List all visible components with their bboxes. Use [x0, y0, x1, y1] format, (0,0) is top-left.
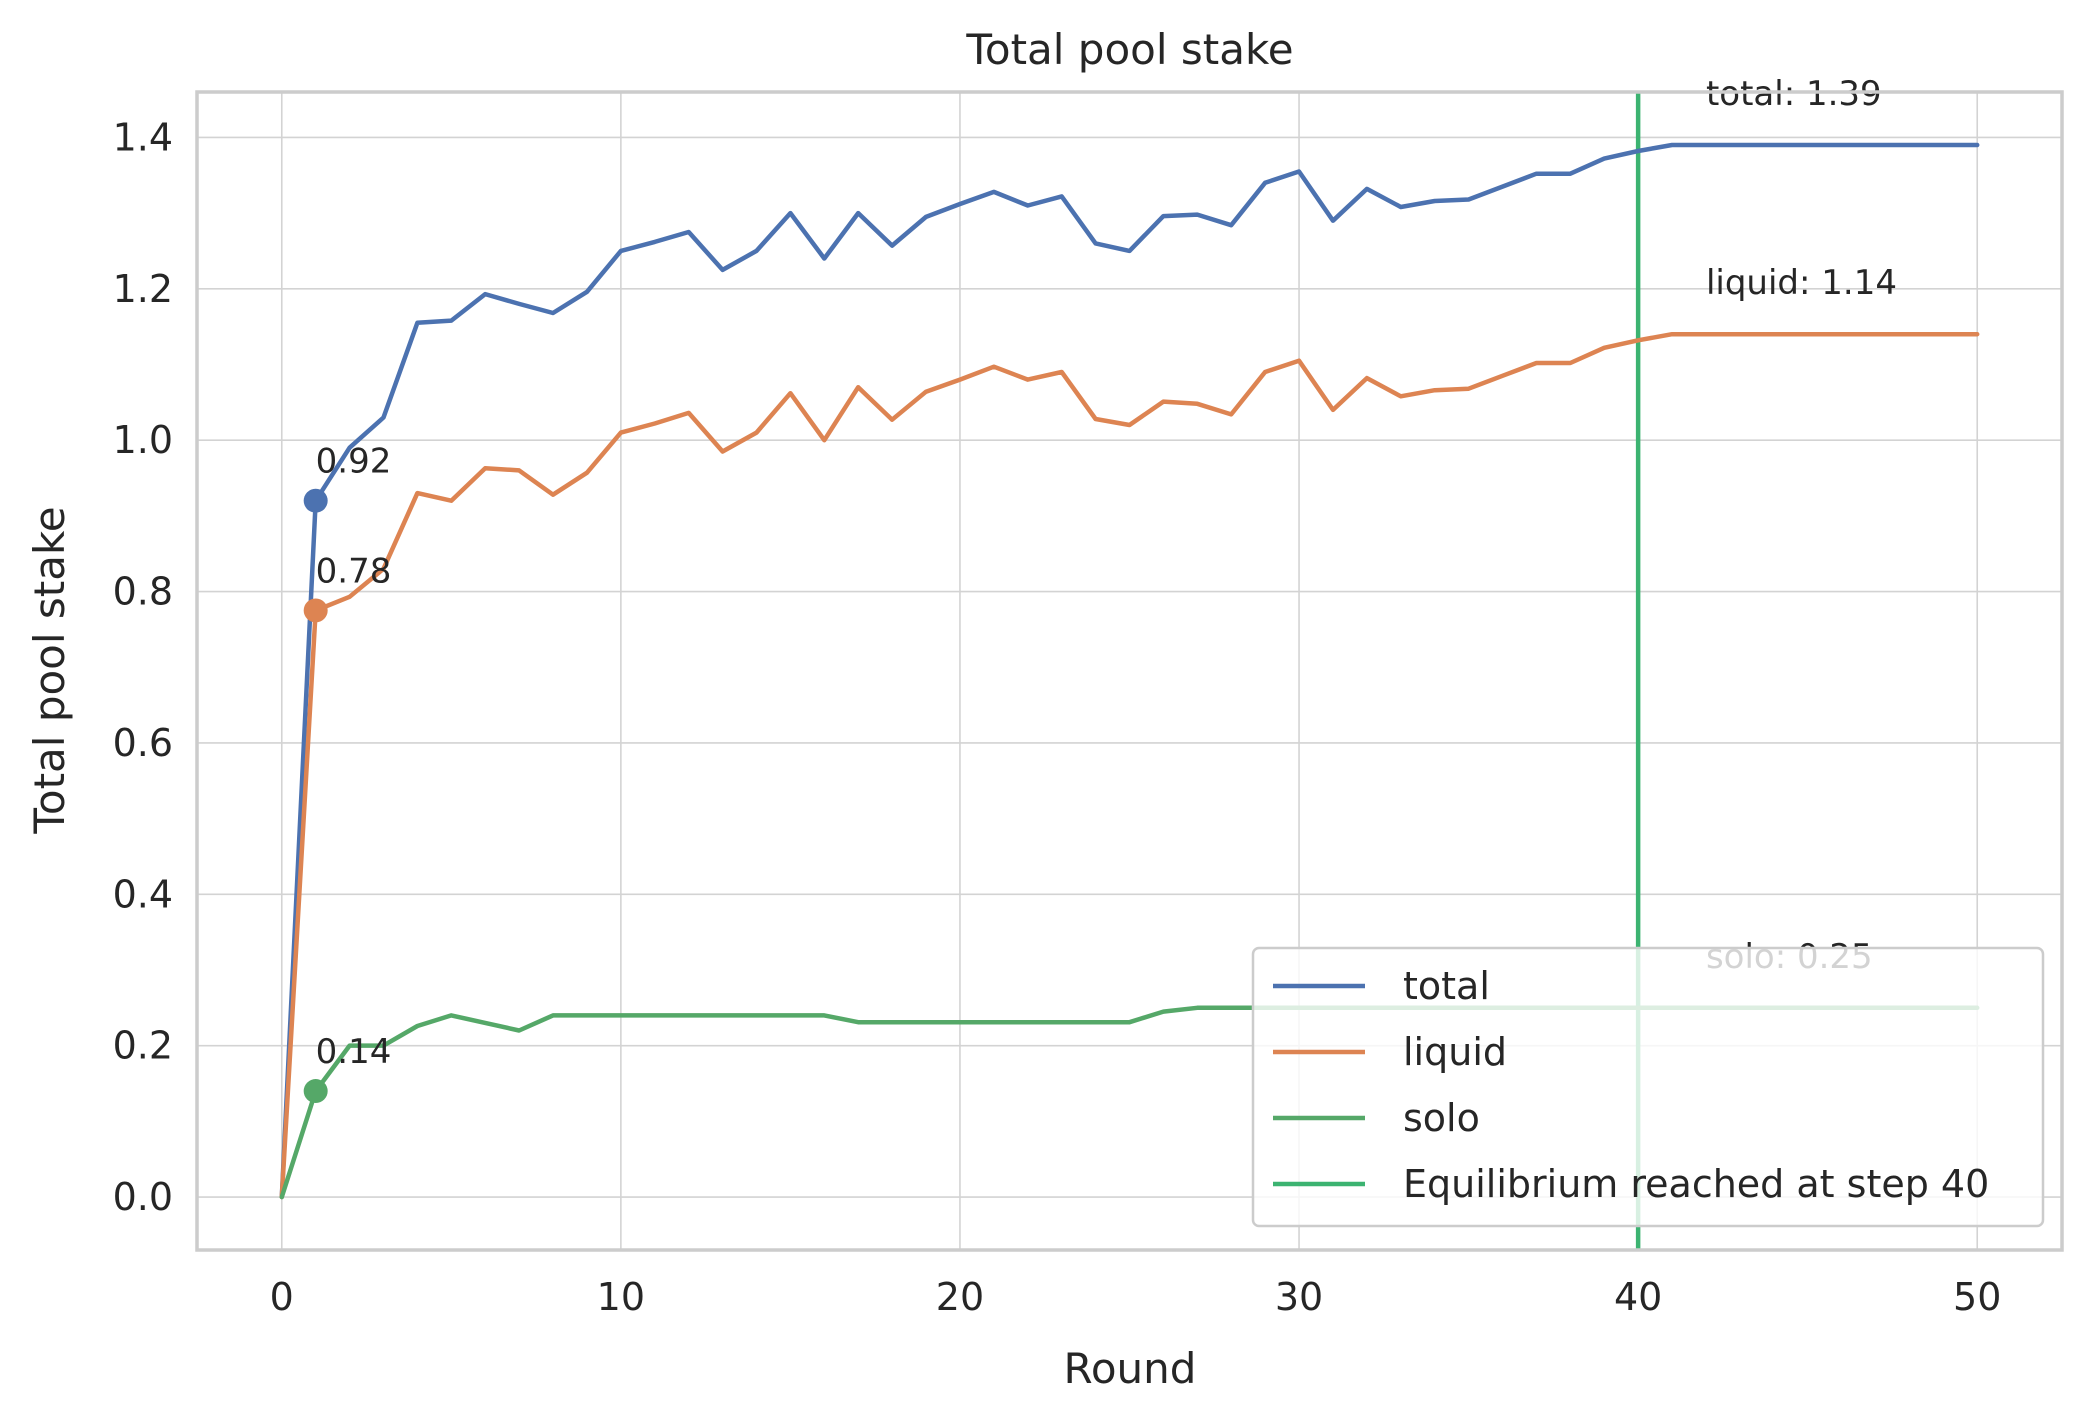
legend-label: solo — [1403, 1096, 1480, 1140]
x-tick-label: 10 — [597, 1275, 645, 1319]
y-tick-label: 0.2 — [113, 1024, 173, 1068]
chart-title: Total pool stake — [965, 25, 1293, 74]
x-tick-label: 50 — [1953, 1275, 2001, 1319]
y-tick-label: 0.0 — [113, 1175, 173, 1219]
y-axis-label: Total pool stake — [25, 506, 74, 834]
point-value-label: 0.14 — [316, 1032, 392, 1072]
plot-frame — [195, 90, 2064, 1252]
legend: total liquid solo Equilibrium reached at st… — [1251, 946, 2045, 1228]
x-axis-label: Round — [1064, 1344, 1197, 1393]
series-line-liquid — [279, 331, 1980, 1200]
grid-lines — [197, 92, 2062, 1250]
point-marker — [303, 598, 328, 623]
legend-label: total — [1403, 964, 1490, 1008]
y-tick-label: 1.4 — [113, 115, 173, 159]
legend-label: liquid — [1403, 1030, 1507, 1074]
x-tick-label: 20 — [936, 1275, 984, 1319]
x-tick-label: 40 — [1614, 1275, 1662, 1319]
y-tick-label: 0.4 — [113, 872, 173, 916]
point-marker — [303, 1079, 328, 1104]
y-tick-label: 0.8 — [113, 570, 173, 614]
y-tick-label: 0.6 — [113, 721, 173, 765]
legend-box — [1251, 946, 2045, 1228]
y-axis-ticks: 0.0 0.2 0.4 0.6 0.8 1.0 1.2 1.4 — [113, 115, 173, 1219]
point-markers — [303, 488, 328, 1104]
end-value-label: liquid: 1.14 — [1706, 263, 1897, 303]
point-value-label: 0.92 — [316, 442, 392, 482]
legend-label: Equilibrium reached at step 40 — [1403, 1162, 1989, 1206]
y-tick-label: 1.0 — [113, 418, 173, 462]
y-tick-label: 1.2 — [113, 267, 173, 311]
x-tick-label: 0 — [270, 1275, 294, 1319]
x-axis-ticks: 0 10 20 30 40 50 — [270, 1275, 2002, 1319]
point-value-label: 0.78 — [316, 551, 392, 591]
x-tick-label: 30 — [1275, 1275, 1323, 1319]
point-marker — [303, 488, 328, 513]
end-value-label: total: 1.39 — [1706, 74, 1882, 114]
series-line-total — [279, 142, 1980, 1200]
